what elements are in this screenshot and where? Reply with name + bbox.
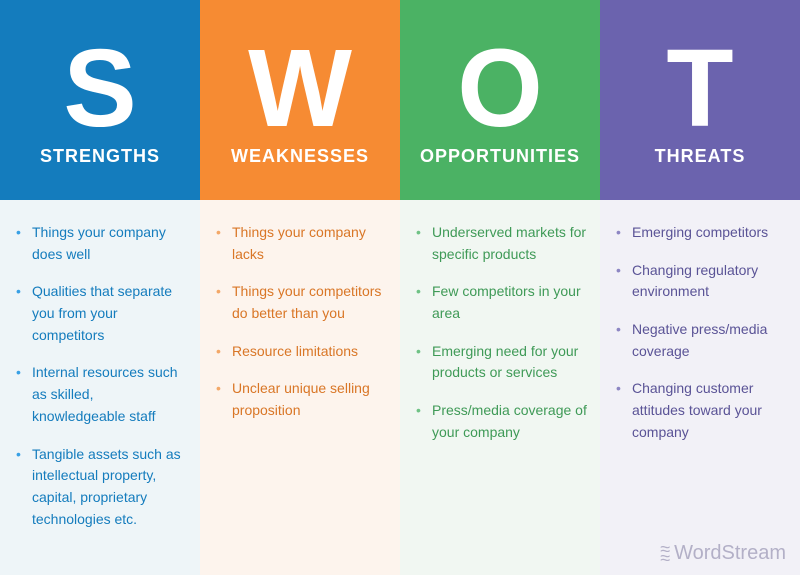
swot-grid: S STRENGTHS Things your company does wel… — [0, 0, 800, 575]
watermark: ≈≈ WordStream — [660, 542, 786, 565]
label-threats: THREATS — [655, 146, 746, 167]
body-strengths: Things your company does well Qualities … — [0, 200, 200, 575]
list-item: Press/media coverage of your company — [412, 400, 588, 443]
list-item: Things your competitors do better than y… — [212, 281, 388, 324]
header-strengths: S STRENGTHS — [0, 0, 200, 200]
col-threats: T THREATS Emerging competitors Changing … — [600, 0, 800, 575]
items-weaknesses: Things your company lacks Things your co… — [212, 222, 388, 422]
items-opportunities: Underserved markets for specific product… — [412, 222, 588, 444]
header-weaknesses: W WEAKNESSES — [200, 0, 400, 200]
list-item: Negative press/media coverage — [612, 319, 788, 362]
list-item: Things your company does well — [12, 222, 188, 265]
letter-o: O — [457, 34, 543, 144]
letter-t: T — [666, 34, 733, 144]
list-item: Tangible assets such as intellectual pro… — [12, 444, 188, 531]
label-opportunities: OPPORTUNITIES — [420, 146, 580, 167]
body-threats: Emerging competitors Changing regulatory… — [600, 200, 800, 575]
label-weaknesses: WEAKNESSES — [231, 146, 369, 167]
list-item: Changing customer attitudes toward your … — [612, 378, 788, 443]
list-item: Internal resources such as skilled, know… — [12, 362, 188, 427]
body-opportunities: Underserved markets for specific product… — [400, 200, 600, 575]
list-item: Resource limitations — [212, 341, 388, 363]
list-item: Underserved markets for specific product… — [412, 222, 588, 265]
list-item: Things your company lacks — [212, 222, 388, 265]
list-item: Few competitors in your area — [412, 281, 588, 324]
letter-w: W — [248, 34, 352, 144]
list-item: Emerging need for your products or servi… — [412, 341, 588, 384]
header-opportunities: O OPPORTUNITIES — [400, 0, 600, 200]
col-opportunities: O OPPORTUNITIES Underserved markets for … — [400, 0, 600, 575]
watermark-text: WordStream — [674, 542, 786, 565]
col-strengths: S STRENGTHS Things your company does wel… — [0, 0, 200, 575]
items-threats: Emerging competitors Changing regulatory… — [612, 222, 788, 444]
list-item: Changing regulatory environment — [612, 260, 788, 303]
letter-s: S — [63, 34, 136, 144]
col-weaknesses: W WEAKNESSES Things your company lacks T… — [200, 0, 400, 575]
label-strengths: STRENGTHS — [40, 146, 160, 167]
wave-icon: ≈≈ — [660, 545, 668, 563]
list-item: Unclear unique selling proposition — [212, 378, 388, 421]
body-weaknesses: Things your company lacks Things your co… — [200, 200, 400, 575]
header-threats: T THREATS — [600, 0, 800, 200]
items-strengths: Things your company does well Qualities … — [12, 222, 188, 530]
list-item: Emerging competitors — [612, 222, 788, 244]
list-item: Qualities that separate you from your co… — [12, 281, 188, 346]
